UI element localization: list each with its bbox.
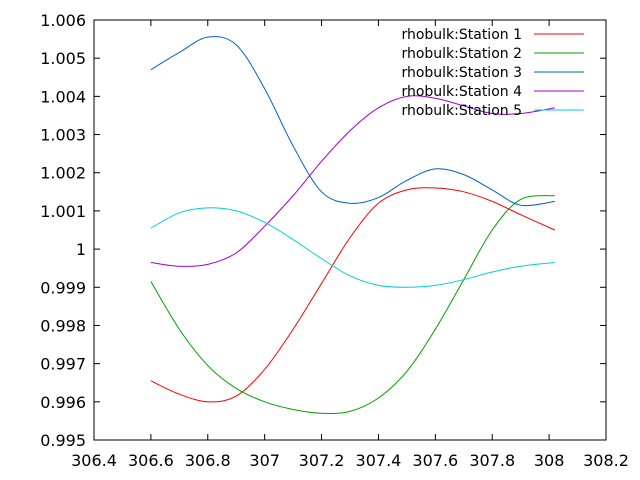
y-tick-label: 0.995 [40,431,86,450]
series-line-station-3 [150,36,555,207]
y-tick-label: 1.004 [40,87,86,106]
y-tick-label: 1.003 [40,126,86,145]
series-line-station-5 [150,207,555,288]
x-tick-label: 306.6 [128,451,174,470]
tick-labels: 306.4 306.6 306.8 307 307.2 307.4 307.6 307.8 30… [40,11,629,470]
y-tick-label: 1.005 [40,49,86,68]
y-tick-label: 0.998 [40,316,86,335]
y-tick-label: 0.999 [40,278,86,297]
legend-label-station-1: rhobulk:Station 1 [401,27,522,43]
x-tick-label: 307.6 [412,451,458,470]
series-line-station-2 [150,195,555,414]
y-tick-label: 0.996 [40,393,86,412]
y-tick-label: 1 [76,240,86,259]
legend: rhobulk:Station 1 rhobulk:Station 2 rhobul… [401,27,584,119]
legend-label-station-2: rhobulk:Station 2 [401,46,522,62]
x-tick-label: 307.2 [299,451,345,470]
y-tick-label: 1.006 [40,11,86,30]
legend-label-station-5: rhobulk:Station 5 [401,103,522,119]
x-tick-label: 307.8 [469,451,515,470]
x-tick-label: 308.2 [583,451,629,470]
y-tick-label: 1.001 [40,202,86,221]
x-tick-label: 307 [249,451,280,470]
y-tick-label: 1.002 [40,164,86,183]
y-tick-label: 0.997 [40,355,86,374]
plot-frame [93,19,607,441]
axis-ticks [93,19,607,441]
legend-label-station-4: rhobulk:Station 4 [401,84,522,100]
x-tick-label: 306.4 [71,451,117,470]
legend-label-station-3: rhobulk:Station 3 [401,65,522,81]
x-tick-label: 307.4 [356,451,402,470]
series-line-station-4 [150,95,555,267]
series-line-station-1 [150,187,556,403]
x-tick-label: 306.8 [185,451,231,470]
series-lines [150,36,556,414]
x-tick-label: 308 [534,451,565,470]
